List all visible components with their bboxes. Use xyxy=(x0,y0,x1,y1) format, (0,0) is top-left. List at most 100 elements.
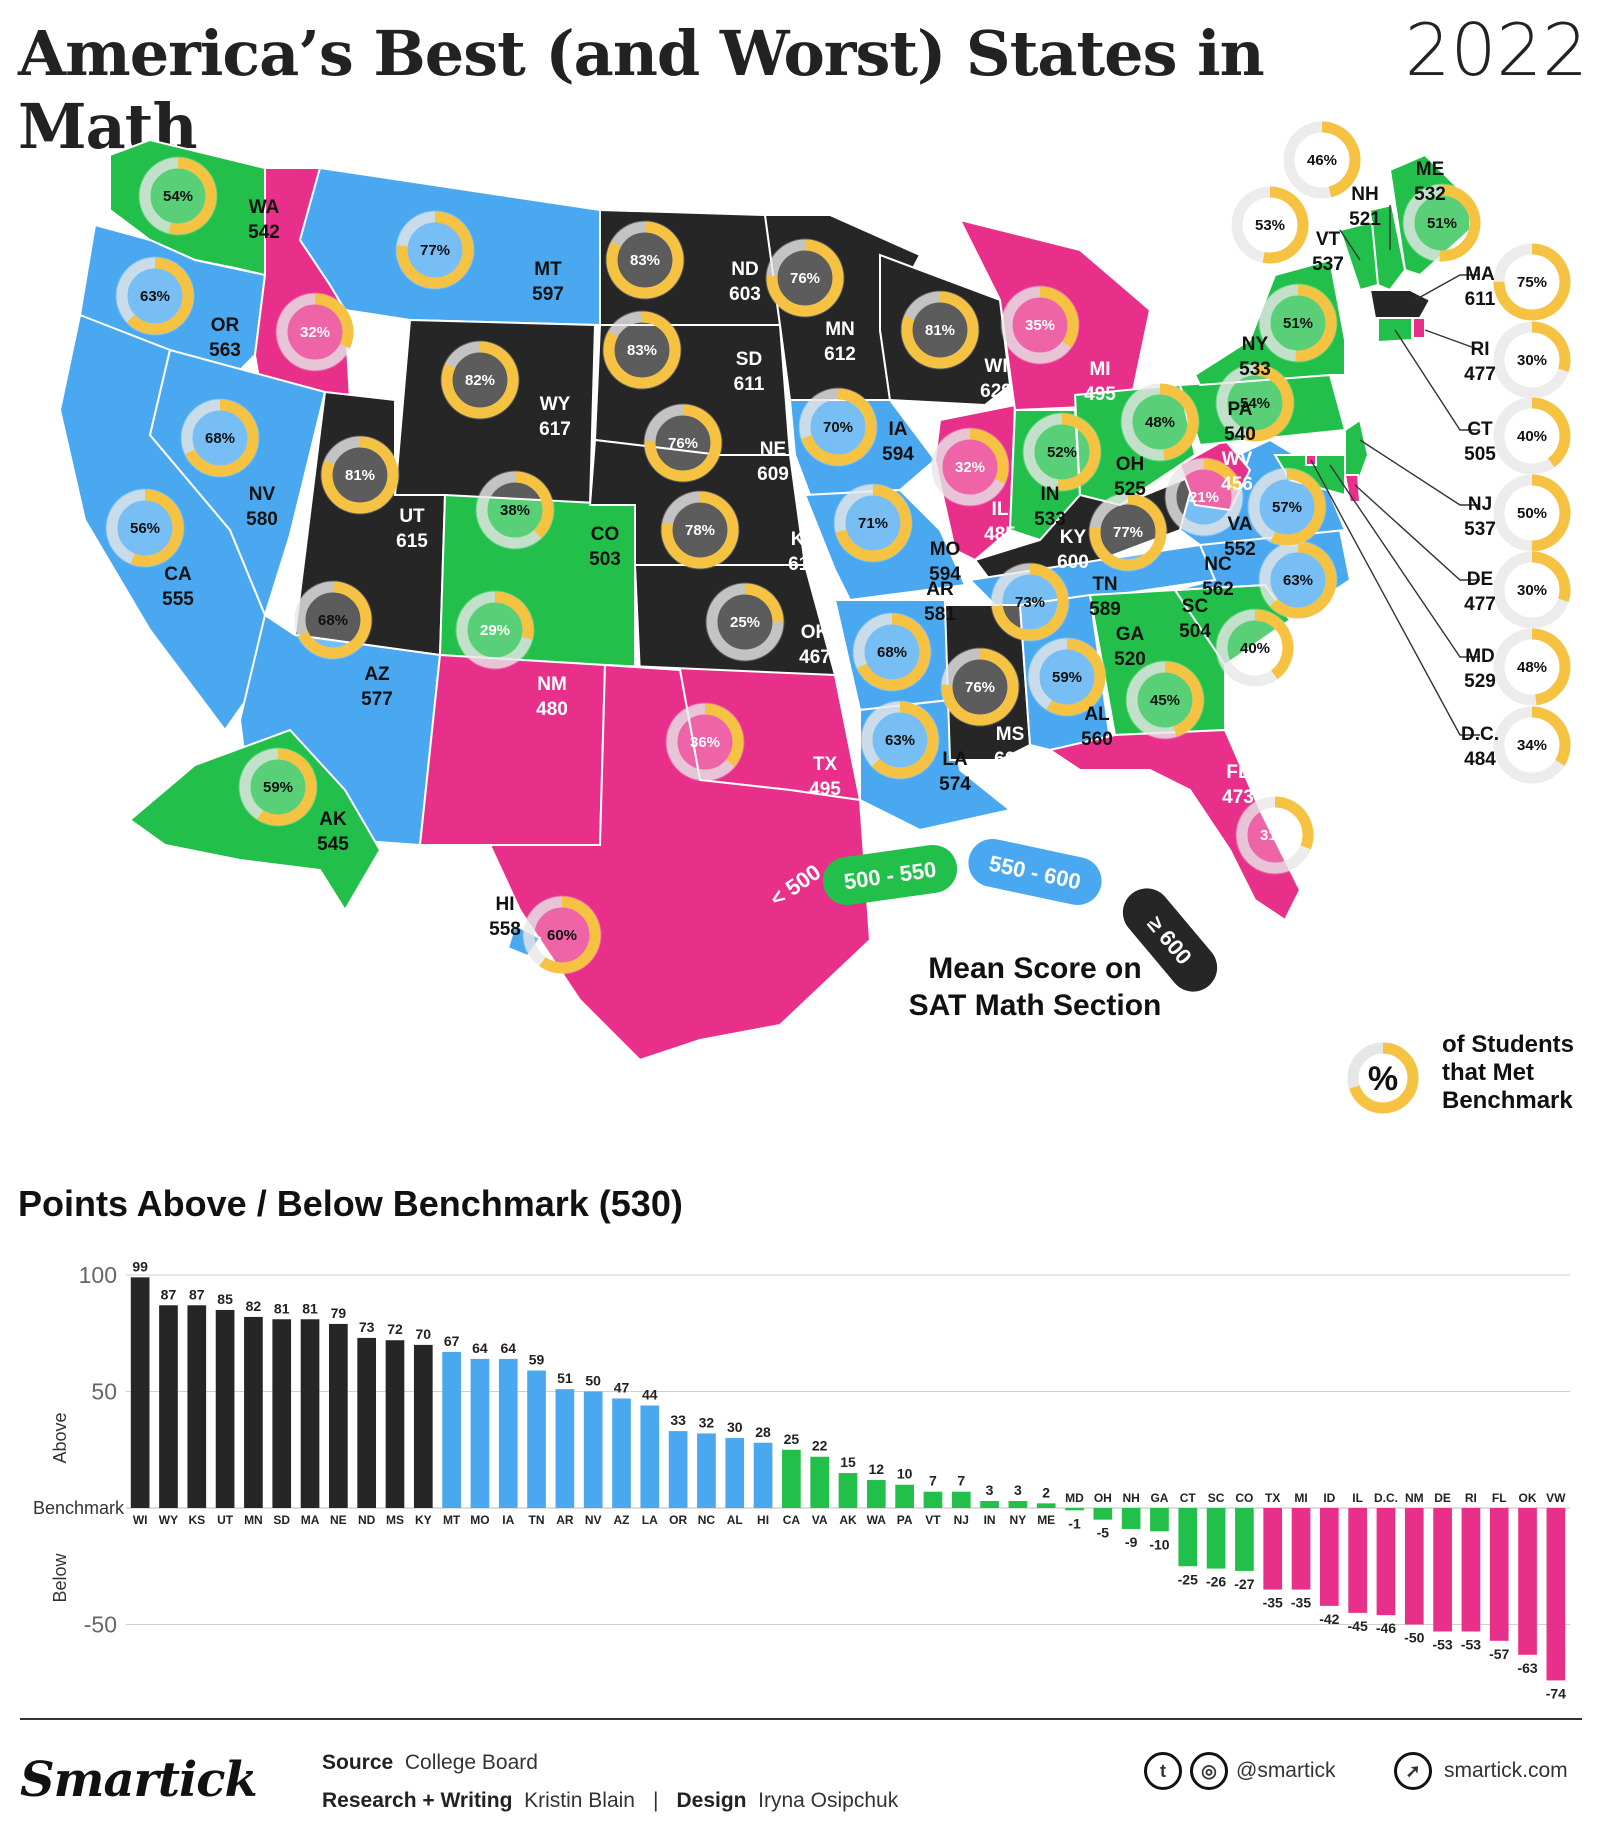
pct-label: 56% xyxy=(130,520,160,537)
cursor-icon: ➚ xyxy=(1394,1752,1432,1790)
state-abbr: AK xyxy=(319,809,347,830)
bar-mn xyxy=(244,1316,263,1508)
design-value: Iryna Osipchuk xyxy=(758,1789,899,1812)
ring-progress xyxy=(1259,284,1337,362)
baseline-label: Benchmark xyxy=(33,1498,125,1518)
ring-hi: 60% xyxy=(522,895,602,975)
bar-value-label: -53 xyxy=(1461,1636,1481,1652)
ring-progress xyxy=(106,489,184,567)
bar-category-label: SD xyxy=(273,1513,290,1527)
bar-value-label: 70 xyxy=(416,1326,432,1342)
state-score: 477 xyxy=(1464,594,1496,615)
pct-label: 45% xyxy=(1150,692,1180,709)
ring-ar: 68% xyxy=(852,612,932,692)
state-score: 617 xyxy=(788,554,820,575)
ring-va: 57% xyxy=(1247,467,1327,547)
bar-category-label: NV xyxy=(585,1513,602,1527)
ring-progress xyxy=(181,399,259,477)
website-url[interactable]: smartick.com xyxy=(1444,1759,1568,1782)
ring-progress xyxy=(991,563,1069,641)
website-link[interactable]: ➚ smartick.com xyxy=(1394,1752,1568,1790)
legend-pill xyxy=(1122,888,1218,992)
bar-value-label: 79 xyxy=(331,1305,347,1321)
pct-label: 81% xyxy=(925,322,955,339)
state-score: 563 xyxy=(209,340,241,361)
state-score: 589 xyxy=(1089,599,1121,620)
social-handle[interactable]: @smartick xyxy=(1236,1759,1336,1782)
ring-progress xyxy=(1023,413,1101,491)
state-abbr: OK xyxy=(801,622,830,643)
bar-category-label: FL xyxy=(1492,1491,1507,1505)
bar-wy xyxy=(159,1305,178,1508)
bar-category-label: LA xyxy=(642,1513,658,1527)
state-score: 609 xyxy=(757,464,789,485)
bar-value-label: -45 xyxy=(1348,1618,1368,1634)
state-abbr: FL xyxy=(1226,762,1250,783)
state-abbr: NE xyxy=(760,439,786,460)
state-abbr: CO xyxy=(591,524,620,545)
bar-ks xyxy=(187,1305,207,1508)
state-score: 537 xyxy=(1312,254,1344,275)
state-abbr: CA xyxy=(164,564,192,585)
legend-range-0: < 500 xyxy=(735,836,855,934)
bar-value-label: 47 xyxy=(614,1379,630,1395)
twitter-icon[interactable]: t xyxy=(1144,1752,1182,1790)
ring-me: 51% xyxy=(1402,183,1482,263)
ring-oh: 48% xyxy=(1120,382,1200,462)
bar-value-label: 33 xyxy=(670,1412,686,1428)
ring-or: 63% xyxy=(115,256,195,336)
pct-label: 48% xyxy=(1145,414,1175,431)
ring-in: 52% xyxy=(1022,412,1102,492)
bar-category-label: MN xyxy=(244,1513,263,1527)
state-nm xyxy=(418,653,607,846)
bar-value-label: -35 xyxy=(1291,1595,1311,1611)
ring-il: 32% xyxy=(930,427,1010,507)
state-score: 560 xyxy=(1081,729,1113,750)
bar-value-label: 7 xyxy=(957,1473,965,1489)
state-score: 504 xyxy=(1179,621,1211,642)
bar-category-label: GA xyxy=(1150,1491,1168,1505)
bar-value-label: -63 xyxy=(1517,1660,1537,1676)
pct-label: 51% xyxy=(1283,315,1313,332)
ring-progress xyxy=(239,748,317,826)
pct-label: 54% xyxy=(163,188,193,205)
legend-pct-text-2: that Met xyxy=(1442,1059,1534,1086)
bar-mo xyxy=(470,1358,490,1508)
leader-lines xyxy=(1310,205,1481,736)
state-abbr: SC xyxy=(1182,596,1209,617)
state-abbr: ND xyxy=(731,259,758,280)
state-score: 505 xyxy=(1464,444,1496,465)
state-score: 520 xyxy=(1114,649,1146,670)
pct-label: 73% xyxy=(1015,594,1045,611)
bar-ky xyxy=(413,1344,433,1508)
bar-value-label: 22 xyxy=(812,1438,828,1454)
legend-range-3: ≥ 600 xyxy=(1122,888,1218,992)
ring-progress xyxy=(1403,184,1481,262)
ring-sd: 83% xyxy=(602,310,682,390)
bar-value-label: 10 xyxy=(897,1466,913,1482)
y-tick-label: -50 xyxy=(84,1612,117,1638)
instagram-icon[interactable]: ◎ xyxy=(1190,1752,1228,1790)
ring-progress xyxy=(603,311,681,389)
bar-ut xyxy=(215,1309,235,1508)
bar-category-label: NC xyxy=(698,1513,716,1527)
state-score: 615 xyxy=(396,531,428,552)
bar-mi xyxy=(1291,1508,1311,1590)
bar-category-label: ID xyxy=(1323,1491,1335,1505)
state-abbr: WI xyxy=(984,356,1007,377)
ring-az: 68% xyxy=(293,580,373,660)
bar-value-label: 7 xyxy=(929,1473,937,1489)
state-abbr: LA xyxy=(942,749,968,770)
legend-range-1: 500 - 550 xyxy=(822,844,958,906)
bar-nh xyxy=(1121,1508,1141,1529)
bar-value-label: 64 xyxy=(472,1340,488,1356)
bar-value-label: 12 xyxy=(869,1461,885,1477)
pct-label: 71% xyxy=(858,515,888,532)
state-abbr: TX xyxy=(813,754,838,775)
legend-pill xyxy=(822,844,958,906)
state-abbr: VA xyxy=(1228,514,1253,535)
pct-label: 68% xyxy=(318,612,348,629)
bar-category-label: MS xyxy=(386,1513,404,1527)
bar-category-label: ME xyxy=(1037,1513,1055,1527)
